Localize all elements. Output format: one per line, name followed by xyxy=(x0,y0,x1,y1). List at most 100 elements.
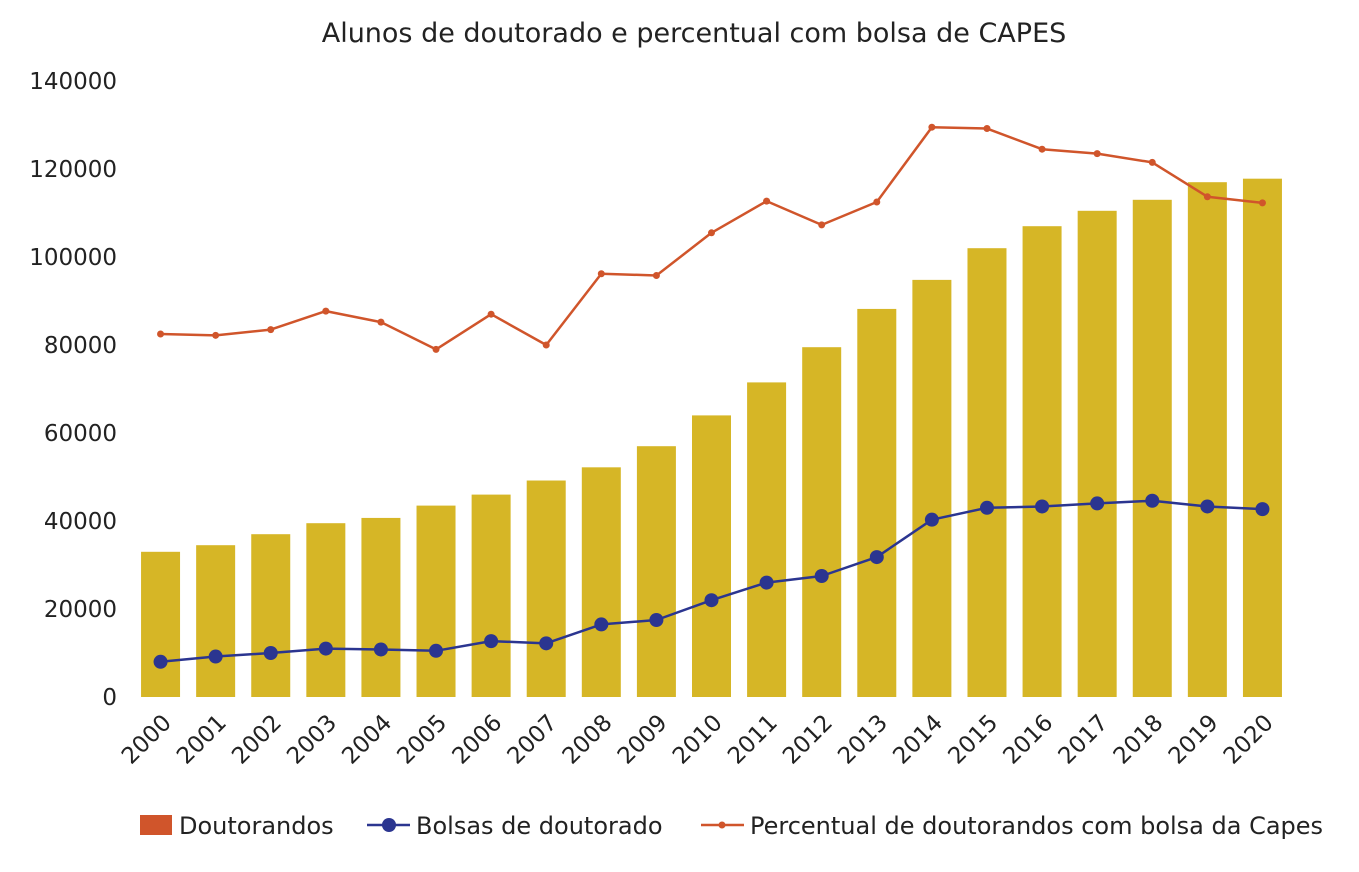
y-tick-label: 40000 xyxy=(44,509,117,535)
bar-doutorandos-2011 xyxy=(747,382,787,697)
percentual-point-2010 xyxy=(708,229,715,237)
legend-label-percentual: Percentual de doutorandos com bolsa da C… xyxy=(750,812,1323,840)
y-tick-label: 80000 xyxy=(44,333,117,359)
x-tick-label: 2019 xyxy=(1164,710,1224,770)
bolsas-point-2007 xyxy=(539,636,554,651)
percentual-point-2002 xyxy=(267,326,275,334)
bar-doutorandos-2016 xyxy=(1022,226,1062,697)
percentual-point-2017 xyxy=(1093,150,1101,158)
bar-doutorandos-2007 xyxy=(526,480,566,697)
bar-doutorandos-2020 xyxy=(1242,178,1282,697)
bolsas-point-2016 xyxy=(1035,499,1050,514)
legend-label-bolsas: Bolsas de doutorado xyxy=(416,812,663,840)
x-tick-label: 2001 xyxy=(172,710,232,770)
bolsas-point-2003 xyxy=(318,641,333,656)
bolsas-point-2017 xyxy=(1090,496,1105,511)
bolsas-point-2011 xyxy=(759,575,774,590)
x-axis-ticks: 2000200120022003200420052006200720082009… xyxy=(117,710,1279,770)
y-tick-label: 20000 xyxy=(44,597,117,623)
percentual-point-2011 xyxy=(763,197,771,205)
bolsas-point-2004 xyxy=(373,642,388,657)
bolsas-point-2005 xyxy=(429,643,444,658)
y-tick-label: 0 xyxy=(102,685,117,711)
bolsas-point-2014 xyxy=(924,512,939,527)
x-tick-label: 2008 xyxy=(558,710,618,770)
percentual-point-2016 xyxy=(1038,145,1046,153)
bolsas-point-2002 xyxy=(263,646,278,660)
bolsas-point-2020 xyxy=(1255,502,1270,517)
legend-swatch-percentual-marker xyxy=(718,821,726,829)
y-axis-ticks: 0 20000 40000 60000 80000 100000 120000 140000 xyxy=(29,69,117,711)
x-tick-label: 2004 xyxy=(337,710,397,770)
bolsas-point-2019 xyxy=(1200,499,1215,514)
x-tick-label: 2014 xyxy=(888,710,948,770)
legend-swatch-bolsas-marker xyxy=(382,818,396,832)
x-tick-label: 2007 xyxy=(503,710,563,770)
x-tick-label: 2017 xyxy=(1054,710,1114,770)
percentual-point-2004 xyxy=(377,318,385,326)
y-tick-label: 140000 xyxy=(29,69,117,95)
percentual-point-2003 xyxy=(322,307,330,315)
x-tick-label: 2002 xyxy=(227,710,287,770)
series-percentual xyxy=(157,123,1266,353)
percentual-point-2007 xyxy=(542,341,550,349)
x-tick-label: 2015 xyxy=(943,710,1003,770)
chart-title: Alunos de doutorado e percentual com bol… xyxy=(322,18,1067,49)
bars-doutorandos xyxy=(141,178,1282,698)
bar-doutorandos-2000 xyxy=(141,551,181,697)
bolsas-point-2009 xyxy=(649,613,664,627)
y-tick-label: 120000 xyxy=(29,157,117,183)
bar-doutorandos-2001 xyxy=(196,545,236,697)
x-tick-label: 2000 xyxy=(117,710,177,770)
x-tick-label: 2005 xyxy=(392,710,452,770)
bolsas-point-2012 xyxy=(814,569,829,583)
bar-doutorandos-2017 xyxy=(1077,210,1117,698)
percentual-point-2001 xyxy=(212,331,220,339)
x-tick-label: 2013 xyxy=(833,710,893,770)
percentual-point-2012 xyxy=(818,221,826,229)
percentual-point-2008 xyxy=(597,270,605,278)
x-tick-label: 2018 xyxy=(1109,710,1169,770)
bolsas-point-2008 xyxy=(594,617,609,632)
percentual-point-2015 xyxy=(983,125,991,133)
percentual-point-2009 xyxy=(652,271,660,279)
legend-swatch-doutorandos xyxy=(140,815,172,835)
percentual-point-2019 xyxy=(1203,193,1211,201)
x-tick-label: 2010 xyxy=(668,710,728,770)
bar-doutorandos-2006 xyxy=(471,494,511,697)
bar-doutorandos-2005 xyxy=(416,505,456,697)
percentual-point-2006 xyxy=(487,310,495,318)
x-tick-label: 2006 xyxy=(448,710,508,770)
percentual-point-2000 xyxy=(157,330,165,338)
percentual-point-2018 xyxy=(1148,158,1156,166)
bolsas-point-2010 xyxy=(704,593,719,608)
x-tick-label: 2009 xyxy=(613,710,673,770)
bar-doutorandos-2009 xyxy=(636,446,676,697)
percentual-point-2013 xyxy=(873,198,881,206)
x-tick-label: 2003 xyxy=(282,710,342,770)
bar-doutorandos-2008 xyxy=(581,467,621,697)
bar-doutorandos-2018 xyxy=(1132,199,1172,698)
x-tick-label: 2012 xyxy=(778,710,838,770)
bar-doutorandos-2013 xyxy=(857,308,897,697)
y-tick-label: 60000 xyxy=(44,421,117,447)
bolsas-point-2015 xyxy=(979,500,994,515)
percentual-point-2014 xyxy=(928,123,936,131)
x-tick-label: 2016 xyxy=(999,710,1059,770)
bar-doutorandos-2002 xyxy=(251,534,291,697)
bar-doutorandos-2010 xyxy=(692,415,731,697)
bar-doutorandos-2003 xyxy=(306,523,346,697)
bar-doutorandos-2014 xyxy=(912,279,952,697)
bolsas-point-2013 xyxy=(869,550,884,565)
bolsas-point-2001 xyxy=(208,649,223,664)
percentual-point-2005 xyxy=(432,345,440,353)
legend: Doutorandos Bolsas de doutorado Percentual… xyxy=(140,812,1323,840)
bar-doutorandos-2004 xyxy=(361,517,401,697)
y-tick-label: 100000 xyxy=(29,245,117,271)
legend-label-doutorandos: Doutorandos xyxy=(179,812,334,840)
x-tick-label: 2011 xyxy=(723,710,783,770)
bar-doutorandos-2015 xyxy=(967,248,1007,697)
bolsas-point-2000 xyxy=(153,654,168,669)
